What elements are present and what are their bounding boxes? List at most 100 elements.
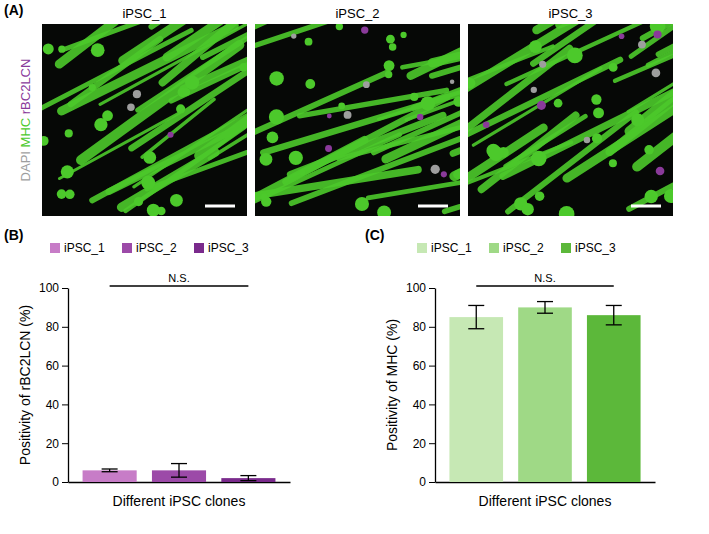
legend-swatch — [50, 243, 60, 253]
y-tick-label: 80 — [413, 320, 427, 334]
cell-body — [261, 193, 268, 200]
legend-label: iPSC_3 — [208, 241, 249, 255]
y-tick: 20 — [46, 437, 68, 451]
error-stem — [178, 464, 179, 478]
cell-body — [305, 38, 313, 46]
significance-line — [476, 285, 614, 286]
stain-dot — [584, 137, 591, 144]
image-title: iPSC_3 — [548, 6, 592, 21]
stain-dot — [327, 114, 332, 119]
error-cap — [171, 476, 187, 477]
myotube — [368, 180, 460, 197]
myotube — [402, 49, 460, 67]
y-tick-mark — [429, 404, 435, 405]
stain-name: DAPI — [18, 151, 33, 181]
stain-dot — [656, 167, 665, 176]
error-stem — [613, 305, 614, 324]
myotube — [81, 45, 239, 160]
stain-dot — [431, 165, 440, 174]
legend-label: iPSC_3 — [575, 241, 616, 255]
cell-body — [170, 194, 183, 207]
y-tick-label: 60 — [46, 359, 60, 373]
significance-label: N.S. — [168, 272, 189, 284]
stain-dot — [344, 111, 352, 119]
cell-body — [535, 191, 545, 201]
y-tick: 60 — [46, 359, 68, 373]
myotube — [147, 147, 247, 189]
cell-body — [94, 118, 107, 131]
micrograph — [42, 24, 247, 216]
y-tick-label: 20 — [413, 437, 427, 451]
cell-body — [389, 43, 397, 51]
error-bar — [468, 305, 484, 328]
image-title: iPSC_2 — [335, 6, 379, 21]
cell-body — [58, 46, 65, 53]
cell-body — [609, 159, 617, 167]
legend-label: iPSC_2 — [503, 241, 544, 255]
myotube — [482, 115, 576, 189]
y-tick-label: 80 — [46, 320, 60, 334]
scale-bar — [205, 205, 235, 208]
legend-swatch — [194, 243, 204, 253]
cell-body — [386, 35, 395, 44]
myotube — [378, 56, 460, 120]
cell-body — [453, 96, 460, 106]
stain-dot — [363, 81, 370, 88]
stain-dot — [537, 101, 546, 110]
cell-body — [421, 96, 436, 111]
cell-body — [269, 109, 284, 124]
myotube — [615, 40, 673, 81]
y-tick: 80 — [413, 320, 435, 334]
y-tick: 60 — [413, 359, 435, 373]
y-tick-label: 40 — [46, 398, 60, 412]
myotube — [411, 24, 460, 76]
stain-dot — [291, 33, 296, 38]
legend-swatch — [561, 243, 571, 253]
micrograph — [468, 24, 673, 216]
y-tick-mark — [62, 327, 68, 328]
legend-label: iPSC_2 — [136, 241, 177, 255]
cell-body — [592, 133, 602, 143]
y-tick: 100 — [406, 281, 435, 295]
stain-dot — [361, 26, 368, 33]
cell-body — [664, 189, 673, 203]
stain-dot — [417, 114, 423, 120]
stain-name: rBC2LCN — [18, 59, 33, 118]
y-tick-mark — [429, 443, 435, 444]
cell-body — [89, 84, 96, 91]
scale-bar — [418, 205, 448, 208]
cell-body — [336, 24, 343, 30]
cell-body — [61, 165, 74, 178]
plot-area — [449, 302, 640, 482]
error-cap — [606, 305, 622, 306]
cell-body — [267, 132, 279, 144]
stain-dot — [653, 30, 661, 38]
stain-dot — [652, 69, 661, 78]
error-cap — [102, 471, 118, 472]
cell-body — [239, 63, 247, 71]
y-tick-label: 100 — [406, 281, 426, 295]
cell-body — [384, 60, 395, 71]
error-cap — [240, 480, 256, 481]
error-stem — [544, 302, 545, 314]
error-cap — [240, 475, 256, 476]
myotube — [454, 99, 460, 176]
cell-body — [65, 190, 74, 199]
y-tick-label: 20 — [46, 437, 60, 451]
error-cap — [537, 301, 553, 302]
y-tick: 40 — [413, 398, 435, 412]
y-tick: 80 — [46, 320, 68, 334]
myotube — [567, 72, 673, 178]
stain-name: MHC — [18, 118, 33, 151]
cell-body — [591, 94, 601, 104]
y-tick: 0 — [52, 475, 68, 489]
myotube — [255, 24, 416, 55]
cell-body — [645, 190, 658, 203]
bar-chart: (C)iPSC_1iPSC_2iPSC_3020406080100Differe… — [365, 227, 656, 509]
x-axis-line — [436, 482, 656, 483]
panel-label: (A) — [4, 2, 23, 18]
legend-label: iPSC_1 — [431, 241, 472, 255]
cell-body — [631, 113, 644, 126]
y-tick: 0 — [419, 475, 435, 489]
cell-body — [65, 129, 73, 137]
